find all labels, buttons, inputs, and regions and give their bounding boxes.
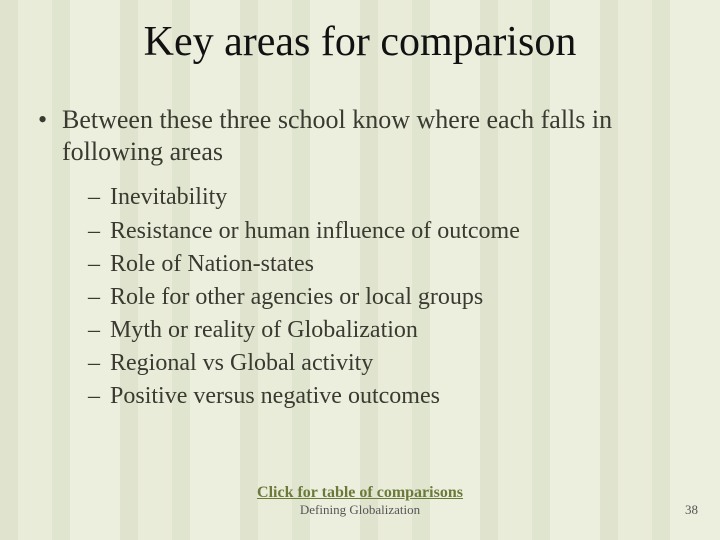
bullet-level2: –Regional vs Global activity [88, 347, 690, 380]
footer-text: Defining Globalization [0, 502, 720, 518]
bullet-level2-text: Positive versus negative outcomes [110, 380, 440, 413]
bullet-level2: –Role of Nation-states [88, 248, 690, 281]
bullet-level2: –Inevitability [88, 181, 690, 214]
bullet-level2: –Resistance or human influence of outcom… [88, 215, 690, 248]
dash-icon: – [88, 347, 110, 380]
page-number: 38 [685, 502, 698, 518]
bullet-level1: • Between these three school know where … [38, 104, 690, 167]
bullet-level2: –Positive versus negative outcomes [88, 380, 690, 413]
slide-title: Key areas for comparison [0, 18, 720, 66]
dash-icon: – [88, 314, 110, 347]
bullet-level2-text: Role of Nation-states [110, 248, 314, 281]
slide: Key areas for comparison • Between these… [0, 0, 720, 540]
sub-bullet-list: –Inevitability–Resistance or human influ… [88, 181, 690, 413]
bullet-level2: –Role for other agencies or local groups [88, 281, 690, 314]
dash-icon: – [88, 380, 110, 413]
bullet-level2-text: Inevitability [110, 181, 227, 214]
bullet-dot-icon: • [38, 104, 62, 167]
dash-icon: – [88, 281, 110, 314]
dash-icon: – [88, 215, 110, 248]
bullet-level2-text: Role for other agencies or local groups [110, 281, 483, 314]
dash-icon: – [88, 248, 110, 281]
bullet-level2-text: Myth or reality of Globalization [110, 314, 418, 347]
comparisons-link[interactable]: Click for table of comparisons [0, 484, 720, 502]
dash-icon: – [88, 181, 110, 214]
bullet-level2-text: Regional vs Global activity [110, 347, 373, 380]
slide-body: • Between these three school know where … [38, 104, 690, 413]
bullet-level2-text: Resistance or human influence of outcome [110, 215, 520, 248]
bullet-level2: –Myth or reality of Globalization [88, 314, 690, 347]
bullet-level1-text: Between these three school know where ea… [62, 104, 690, 167]
